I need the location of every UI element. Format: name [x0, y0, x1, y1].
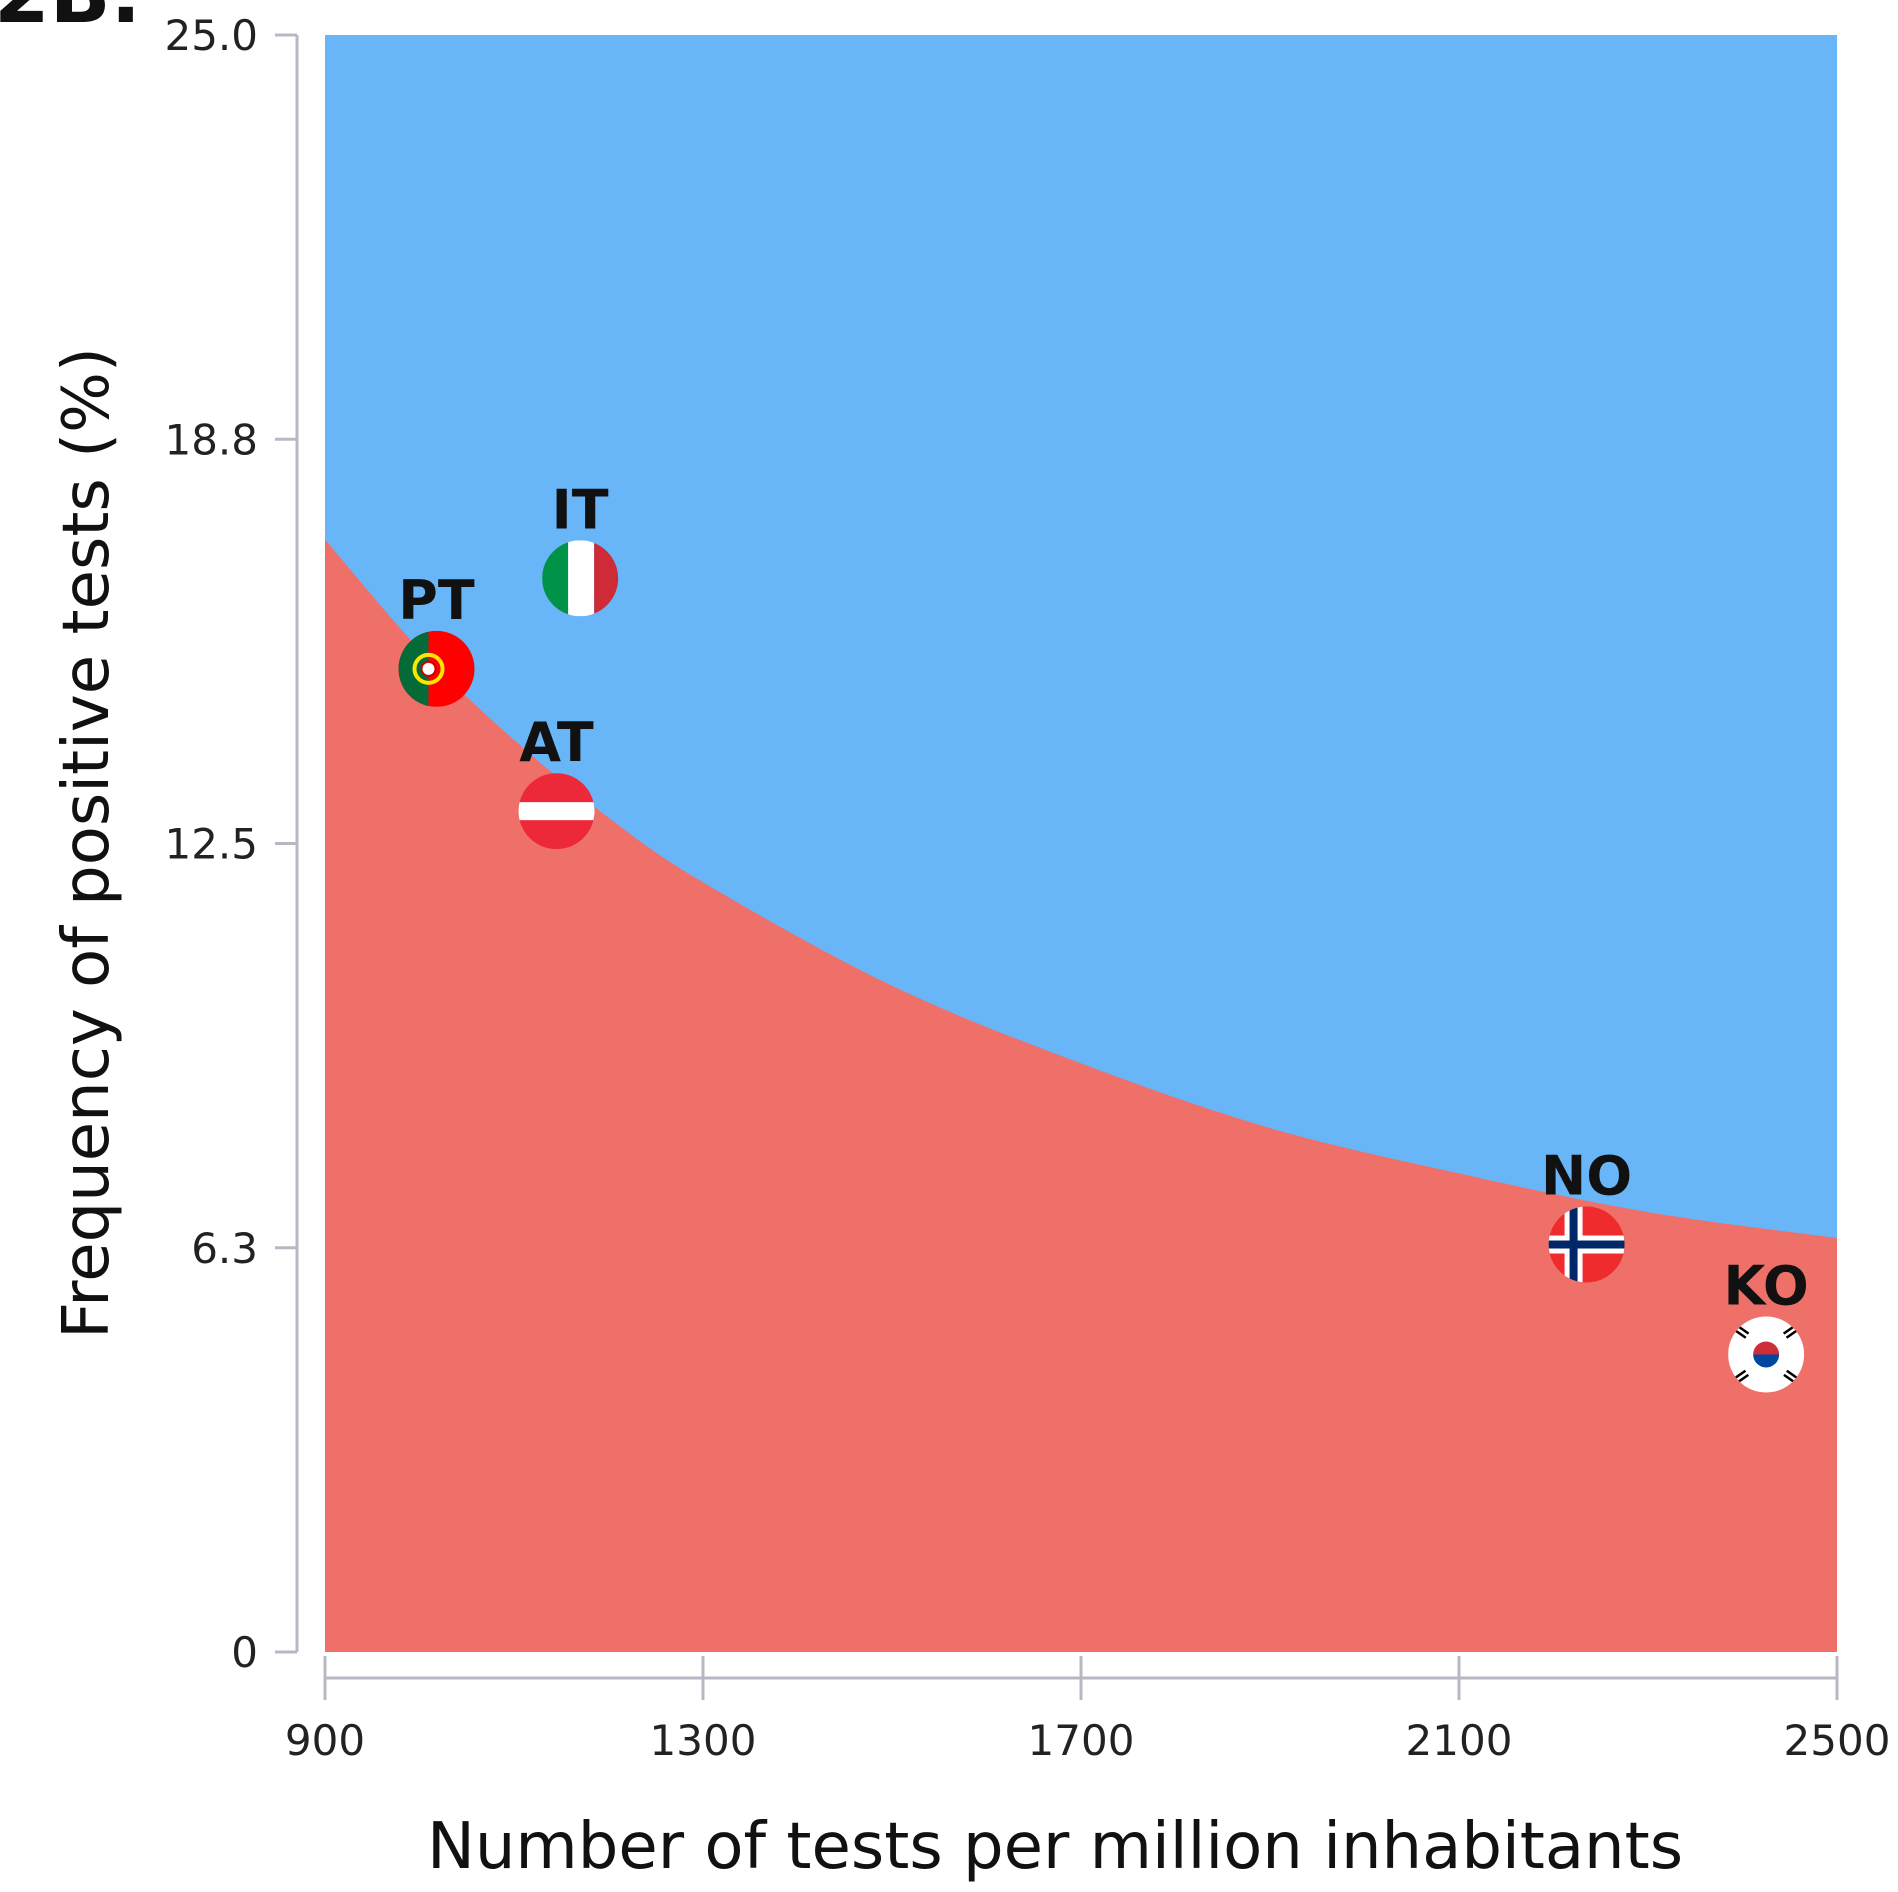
x-tick-label: 1300: [650, 1716, 757, 1765]
x-axis-title: Number of tests per million inhabitants: [427, 1810, 1683, 1884]
data-point-ko: [1728, 1316, 1805, 1393]
point-label: NO: [1541, 1145, 1632, 1208]
panel-label: 2B.: [0, 0, 141, 41]
point-label: AT: [519, 711, 594, 774]
point-label: PT: [398, 569, 475, 632]
norway-flag-icon: [1548, 1206, 1625, 1283]
point-label: KO: [1723, 1254, 1808, 1317]
y-tick-label: 25.0: [164, 11, 258, 60]
data-point-no: [1548, 1206, 1625, 1283]
point-label: IT: [552, 478, 609, 541]
data-point-pt: [398, 630, 475, 707]
x-tick-label: 900: [285, 1716, 365, 1765]
y-tick-label: 0: [231, 1628, 258, 1677]
y-tick-label: 12.5: [164, 820, 258, 869]
portugal-flag-icon: [398, 630, 475, 707]
x-tick-label: 2500: [1784, 1716, 1891, 1765]
y-axis-title: Frequency of positive tests (%): [50, 347, 124, 1339]
y-tick-label: 18.8: [164, 415, 258, 464]
region-below-curve: [325, 539, 1837, 1652]
south-korea-flag-icon: [1728, 1316, 1805, 1393]
x-tick-label: 1700: [1028, 1716, 1135, 1765]
x-tick-label: 2100: [1406, 1716, 1513, 1765]
austria-flag-icon: [518, 773, 595, 850]
data-point-at: [518, 773, 595, 850]
y-tick-label: 6.3: [191, 1224, 258, 1273]
